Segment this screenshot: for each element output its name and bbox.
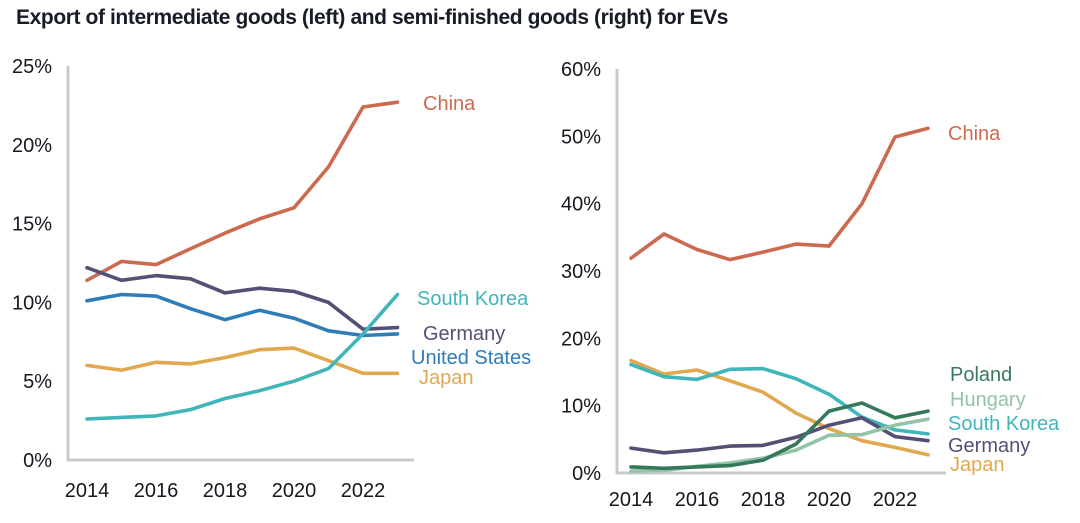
series-label-germany: Germany (423, 323, 505, 345)
x-tick-label-intermediate-goods: 2014 (65, 480, 110, 502)
series-label-china: China (948, 123, 1001, 145)
y-tick-label-intermediate-goods: 20% (12, 135, 52, 157)
series-label-united-states: United States (411, 347, 531, 369)
x-tick-label-semi-finished-goods: 2014 (609, 489, 654, 511)
x-tick-label-semi-finished-goods: 2018 (741, 489, 786, 511)
axis-lines-intermediate-goods (66, 66, 414, 462)
x-tick-label-semi-finished-goods: 2016 (675, 489, 720, 511)
series-label-south-korea: South Korea (948, 413, 1060, 435)
y-tick-label-semi-finished-goods: 20% (561, 328, 601, 350)
y-tick-label-semi-finished-goods: 0% (572, 463, 601, 485)
y-tick-label-semi-finished-goods: 60% (561, 59, 601, 81)
series-label-japan: Japan (950, 454, 1005, 476)
series-line-poland (629, 401, 930, 471)
chart-intermediate-goods: 0% 5% 10% 15% 20% 25% 2014 2016 2018 2020 2022 Chin… (12, 56, 531, 502)
y-tick-label-semi-finished-goods: 50% (561, 126, 601, 148)
series-label-poland: Poland (950, 364, 1012, 386)
y-tick-label-intermediate-goods: 15% (12, 214, 52, 236)
y-tick-label-semi-finished-goods: 30% (561, 261, 601, 283)
series-line-china (85, 100, 400, 283)
x-tick-label-semi-finished-goods: 2022 (873, 489, 918, 511)
y-tick-label-intermediate-goods: 5% (23, 371, 52, 393)
series-label-south-korea: South Korea (417, 288, 529, 310)
series-label-china: China (423, 93, 476, 115)
y-tick-label-semi-finished-goods: 40% (561, 194, 601, 216)
series-line-south-korea (85, 292, 400, 421)
axis-lines-semi-finished-goods (615, 69, 946, 475)
series-line-germany (85, 265, 400, 332)
y-tick-label-intermediate-goods: 10% (12, 292, 52, 314)
series-line-japan (85, 346, 400, 376)
y-tick-label-intermediate-goods: 25% (12, 56, 52, 78)
series-line-japan (629, 358, 930, 457)
y-tick-label-semi-finished-goods: 10% (561, 396, 601, 418)
series-line-germany (629, 415, 930, 455)
series-line-china (629, 126, 930, 262)
x-tick-label-intermediate-goods: 2020 (272, 480, 317, 502)
x-tick-label-intermediate-goods: 2018 (203, 480, 248, 502)
series-line-south-korea (629, 362, 930, 436)
series-label-japan: Japan (419, 367, 474, 389)
x-tick-label-intermediate-goods: 2016 (134, 480, 179, 502)
series-line-united-states (85, 292, 400, 338)
y-tick-label-intermediate-goods: 0% (23, 450, 52, 472)
page-title: Export of intermediate goods (left) and … (16, 6, 729, 29)
x-tick-label-intermediate-goods: 2022 (341, 480, 386, 502)
chart-semi-finished-goods: 0% 10% 20% 30% 40% 50% 60% 2014 2016 2018 2020 2022… (561, 59, 1060, 511)
series-label-germany: Germany (948, 435, 1030, 457)
x-tick-label-semi-finished-goods: 2020 (807, 489, 852, 511)
series-label-hungary: Hungary (950, 389, 1026, 411)
